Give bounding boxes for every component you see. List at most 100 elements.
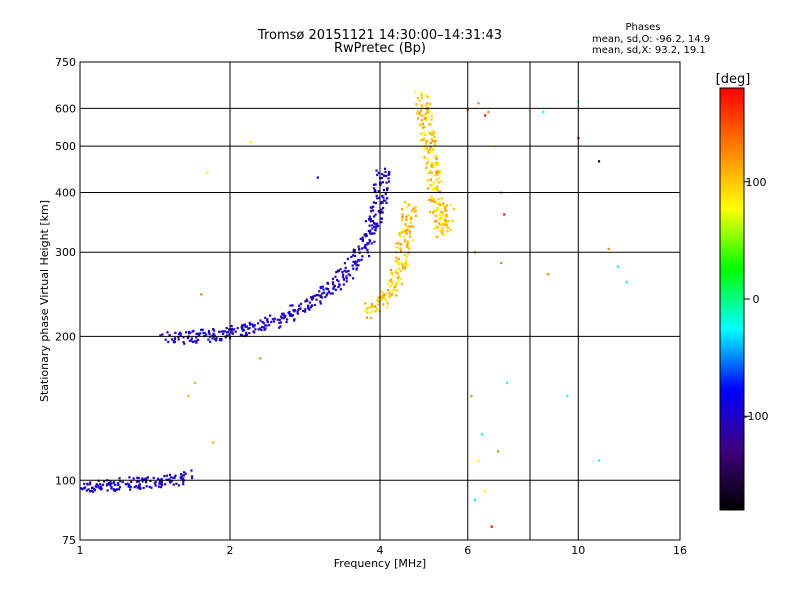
data-point	[369, 311, 372, 314]
data-point	[301, 309, 305, 312]
data-point	[278, 318, 281, 321]
data-point	[358, 247, 361, 251]
data-point	[97, 479, 100, 482]
data-point	[442, 202, 445, 205]
data-point	[211, 334, 214, 337]
data-point	[397, 267, 400, 270]
data-point	[424, 119, 427, 122]
data-point	[427, 160, 430, 163]
data-point	[366, 311, 369, 314]
data-point	[161, 333, 164, 336]
data-point	[370, 206, 373, 210]
data-point	[440, 180, 443, 183]
data-point	[291, 304, 294, 307]
data-point	[303, 310, 307, 313]
data-point	[430, 114, 433, 117]
data-point	[106, 483, 109, 486]
data-point	[114, 489, 117, 493]
data-point	[99, 485, 103, 488]
data-point	[477, 459, 480, 462]
data-point	[137, 476, 140, 480]
data-point	[205, 333, 208, 336]
data-point	[222, 332, 225, 336]
data-point	[239, 333, 243, 336]
data-point	[500, 261, 503, 265]
data-point	[431, 139, 434, 143]
data-point	[399, 277, 402, 280]
data-point	[159, 334, 162, 337]
data-point	[405, 245, 409, 248]
data-point	[404, 265, 407, 268]
data-point	[141, 477, 144, 480]
data-point	[191, 475, 194, 478]
data-point	[391, 272, 394, 275]
data-point	[195, 332, 198, 335]
data-point	[298, 304, 301, 307]
data-point	[405, 260, 408, 263]
data-point	[170, 338, 174, 341]
data-point	[616, 265, 619, 268]
data-point	[160, 483, 163, 486]
data-point	[432, 211, 435, 214]
data-point	[418, 99, 421, 102]
data-point	[366, 248, 369, 251]
data-point	[395, 256, 398, 259]
data-point	[261, 325, 264, 329]
data-point	[477, 102, 480, 105]
data-point	[357, 264, 360, 267]
data-point	[342, 283, 345, 286]
data-point	[426, 110, 429, 113]
data-point	[434, 214, 437, 217]
data-point	[116, 488, 119, 491]
data-point	[433, 174, 437, 177]
data-point	[420, 114, 423, 117]
data-point	[405, 232, 408, 235]
data-point	[148, 485, 151, 488]
data-point	[150, 486, 153, 489]
data-point	[382, 196, 385, 199]
y-tick-label: 100	[55, 474, 76, 487]
data-point	[84, 486, 87, 489]
data-point	[438, 170, 441, 173]
data-point	[363, 310, 367, 313]
data-point	[164, 483, 167, 486]
colorbar-tick-label: -100	[744, 410, 769, 423]
data-point	[441, 229, 445, 232]
x-axis-label: Frequency [MHz]	[334, 557, 426, 570]
y-tick-label: 200	[55, 330, 76, 343]
data-point	[369, 218, 372, 221]
data-point	[432, 147, 435, 150]
data-point	[423, 134, 427, 137]
data-point	[401, 267, 405, 270]
data-point	[130, 480, 133, 484]
data-point	[212, 441, 215, 444]
data-point	[384, 174, 388, 178]
data-point	[321, 285, 324, 288]
data-point	[405, 218, 408, 221]
data-point	[231, 329, 234, 332]
data-point	[408, 235, 412, 238]
data-point	[230, 327, 234, 331]
data-point	[399, 269, 402, 272]
data-point	[197, 334, 201, 337]
data-point	[223, 330, 226, 333]
y-tick-label: 400	[55, 186, 76, 199]
data-point	[99, 483, 102, 486]
data-point	[281, 317, 284, 320]
data-point	[219, 337, 222, 341]
data-point	[168, 334, 171, 337]
data-point	[321, 292, 324, 295]
data-point	[105, 484, 108, 487]
data-point	[278, 326, 281, 329]
data-point	[421, 106, 424, 109]
data-point	[423, 155, 426, 158]
data-point	[408, 232, 412, 235]
data-point	[287, 311, 290, 314]
data-point	[427, 151, 430, 154]
data-point	[368, 232, 372, 235]
x-tick-label: 1	[77, 544, 84, 557]
data-point	[383, 294, 386, 297]
data-point	[259, 357, 262, 360]
data-point	[380, 290, 384, 293]
data-point	[383, 297, 387, 300]
